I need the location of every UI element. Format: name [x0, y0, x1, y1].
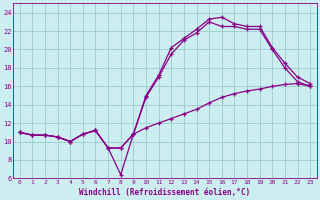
X-axis label: Windchill (Refroidissement éolien,°C): Windchill (Refroidissement éolien,°C) [79, 188, 251, 197]
